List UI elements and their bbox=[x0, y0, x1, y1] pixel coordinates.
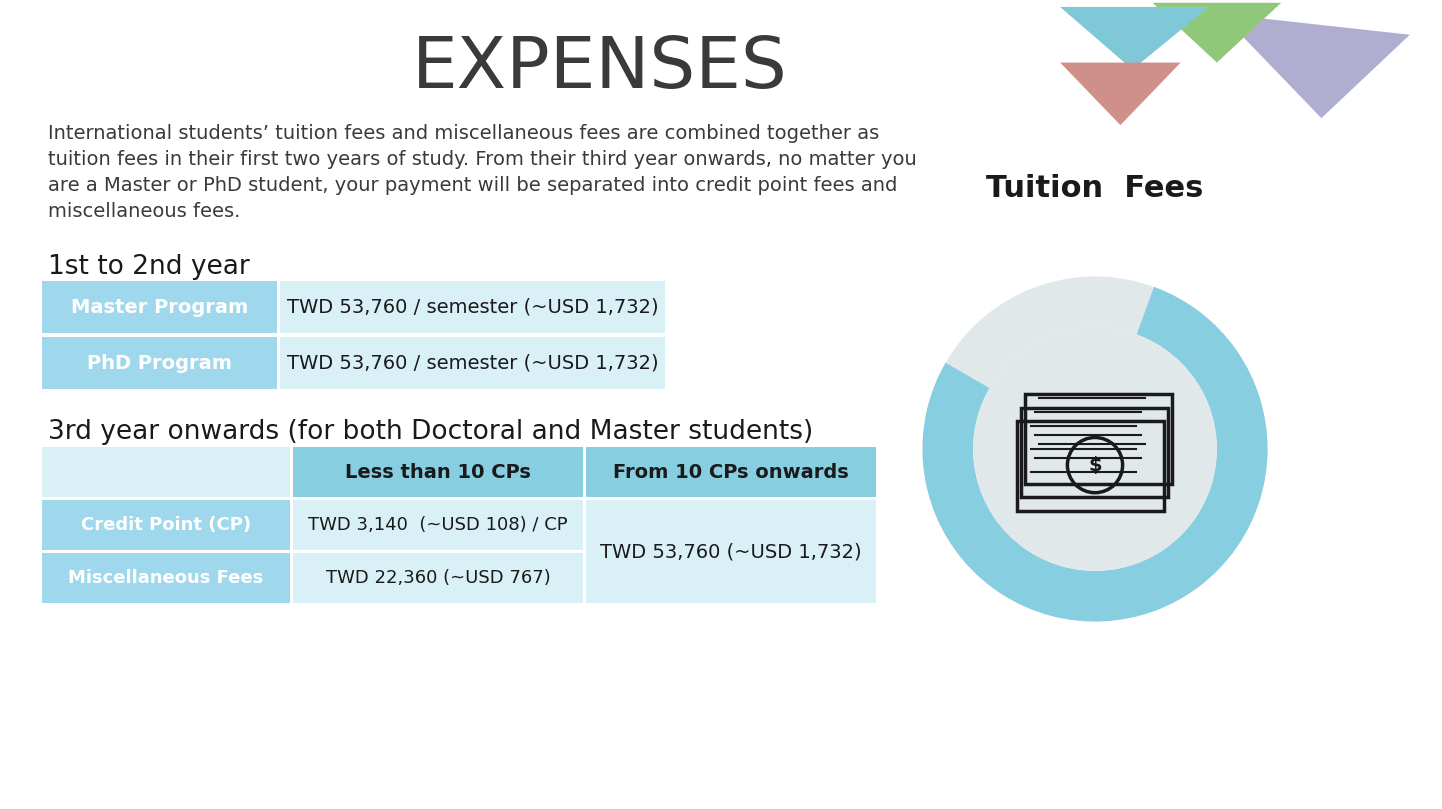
Text: Less than 10 CPs: Less than 10 CPs bbox=[345, 463, 531, 481]
Text: TWD 53,760 (~USD 1,732): TWD 53,760 (~USD 1,732) bbox=[600, 542, 862, 561]
Text: tuition fees in their first two years of study. From their third year onwards, n: tuition fees in their first two years of… bbox=[48, 150, 917, 169]
Text: TWD 22,360 (~USD 767): TWD 22,360 (~USD 767) bbox=[326, 569, 551, 587]
Text: TWD 53,760 / semester (~USD 1,732): TWD 53,760 / semester (~USD 1,732) bbox=[287, 354, 659, 372]
FancyBboxPatch shape bbox=[42, 553, 290, 603]
Text: Miscellaneous Fees: Miscellaneous Fees bbox=[68, 569, 264, 587]
Text: Master Program: Master Program bbox=[71, 298, 248, 316]
Text: TWD 3,140  (~USD 108) / CP: TWD 3,140 (~USD 108) / CP bbox=[309, 516, 568, 534]
Text: International students’ tuition fees and miscellaneous fees are combined togethe: International students’ tuition fees and… bbox=[48, 124, 880, 143]
FancyBboxPatch shape bbox=[280, 337, 665, 389]
Text: EXPENSES: EXPENSES bbox=[412, 34, 787, 103]
FancyBboxPatch shape bbox=[42, 281, 277, 333]
FancyBboxPatch shape bbox=[293, 500, 583, 550]
Text: PhD Program: PhD Program bbox=[87, 354, 232, 372]
Polygon shape bbox=[1152, 2, 1280, 62]
FancyBboxPatch shape bbox=[585, 500, 875, 603]
Polygon shape bbox=[1060, 62, 1181, 125]
FancyBboxPatch shape bbox=[293, 447, 583, 497]
FancyBboxPatch shape bbox=[280, 281, 665, 333]
Text: miscellaneous fees.: miscellaneous fees. bbox=[48, 202, 241, 221]
FancyBboxPatch shape bbox=[42, 500, 290, 550]
Text: Tuition  Fees: Tuition Fees bbox=[986, 174, 1204, 203]
Text: From 10 CPs onwards: From 10 CPs onwards bbox=[613, 463, 849, 481]
Wedge shape bbox=[923, 277, 1268, 621]
Text: TWD 53,760 / semester (~USD 1,732): TWD 53,760 / semester (~USD 1,732) bbox=[287, 298, 659, 316]
Polygon shape bbox=[1221, 14, 1410, 118]
Text: Credit Point (CP): Credit Point (CP) bbox=[81, 516, 251, 534]
FancyBboxPatch shape bbox=[42, 447, 290, 497]
Polygon shape bbox=[1060, 7, 1208, 70]
FancyBboxPatch shape bbox=[293, 553, 583, 603]
Text: $: $ bbox=[1089, 455, 1102, 475]
Circle shape bbox=[973, 327, 1217, 571]
Text: 1st to 2nd year: 1st to 2nd year bbox=[48, 254, 249, 280]
FancyBboxPatch shape bbox=[585, 447, 875, 497]
Text: 3rd year onwards (for both Doctoral and Master students): 3rd year onwards (for both Doctoral and … bbox=[48, 419, 813, 445]
Text: are a Master or PhD student, your payment will be separated into credit point fe: are a Master or PhD student, your paymen… bbox=[48, 176, 897, 195]
FancyBboxPatch shape bbox=[42, 337, 277, 389]
Wedge shape bbox=[923, 287, 1268, 621]
